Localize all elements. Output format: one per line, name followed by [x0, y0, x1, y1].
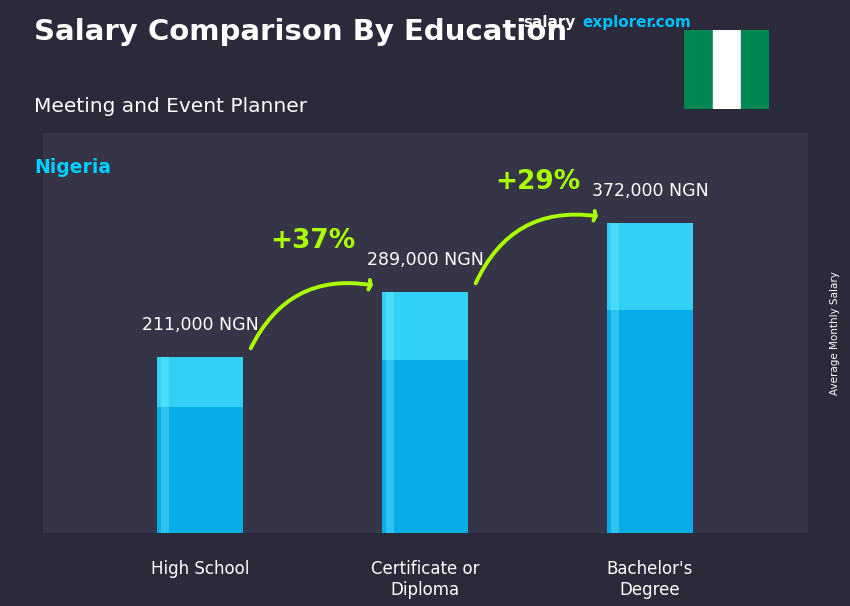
Bar: [712, 30, 741, 109]
Bar: [157, 358, 243, 533]
Text: 211,000 NGN: 211,000 NGN: [142, 316, 258, 334]
Bar: [382, 293, 468, 360]
Bar: [607, 223, 693, 310]
Text: +37%: +37%: [269, 228, 355, 254]
Text: .com: .com: [650, 15, 691, 30]
Text: Bachelor's
Degree: Bachelor's Degree: [607, 560, 694, 599]
FancyBboxPatch shape: [0, 92, 850, 575]
Bar: [607, 223, 693, 533]
Text: Certificate or
Diploma: Certificate or Diploma: [371, 560, 479, 599]
Bar: [386, 293, 394, 533]
Bar: [741, 30, 769, 109]
Bar: [382, 293, 468, 533]
Text: salary: salary: [523, 15, 575, 30]
Text: Average Monthly Salary: Average Monthly Salary: [830, 271, 840, 395]
Text: High School: High School: [150, 560, 249, 578]
Bar: [610, 223, 619, 533]
Text: Meeting and Event Planner: Meeting and Event Planner: [34, 97, 307, 116]
Text: explorer: explorer: [582, 15, 654, 30]
Text: +29%: +29%: [495, 168, 580, 195]
Text: Nigeria: Nigeria: [34, 158, 111, 176]
Text: 289,000 NGN: 289,000 NGN: [366, 251, 484, 269]
Bar: [157, 358, 243, 407]
Bar: [161, 358, 169, 533]
Text: 372,000 NGN: 372,000 NGN: [592, 182, 708, 200]
Bar: [684, 30, 712, 109]
Text: Salary Comparison By Education: Salary Comparison By Education: [34, 18, 567, 46]
